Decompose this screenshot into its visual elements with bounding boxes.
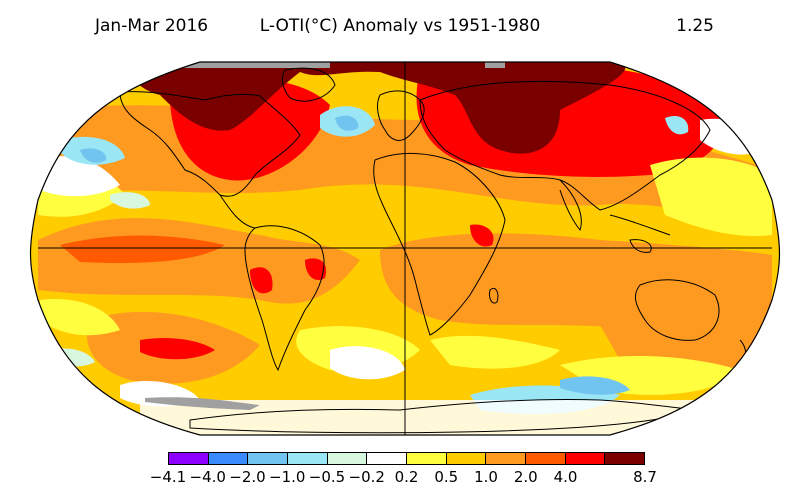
legend-swatch <box>526 453 566 464</box>
legend-tick-label: 8.7 <box>633 468 657 486</box>
map-title: L-OTI(°C) Anomaly vs 1951-1980 <box>259 16 541 36</box>
legend-swatch <box>565 453 606 464</box>
legend-swatch <box>327 453 368 464</box>
legend-tick-label: 4.0 <box>553 468 578 486</box>
map-period-label: Jan-Mar 2016 <box>95 16 209 36</box>
legend-tick-label: 0.5 <box>434 468 459 486</box>
global-mean-value: 1.25 <box>676 16 714 36</box>
legend-swatch <box>407 453 447 464</box>
globe-outline <box>29 61 781 436</box>
legend-swatch <box>486 453 527 464</box>
legend-tick-label: −2.0 <box>229 468 266 486</box>
legend-swatch <box>288 453 328 464</box>
legend-tick-label: 1.0 <box>474 468 498 486</box>
legend-swatch <box>605 453 645 464</box>
color-scale-legend <box>168 452 645 465</box>
legend-tick-label: 2.0 <box>513 468 538 486</box>
legend-tick-label: −0.2 <box>348 468 385 486</box>
legend-tick-label: −4.0 <box>189 468 226 486</box>
legend-tick-label: −4.1 <box>149 468 187 486</box>
legend-swatch <box>208 453 249 464</box>
legend-tick-label: −1.0 <box>269 468 306 486</box>
coastlines <box>119 67 747 434</box>
legend-swatch <box>248 453 289 464</box>
legend-swatch <box>367 453 408 464</box>
legend-tick-label: 0.2 <box>394 468 419 486</box>
legend-tick-label: −0.5 <box>308 468 346 486</box>
legend-swatch <box>169 453 209 464</box>
legend-swatch <box>446 453 487 464</box>
